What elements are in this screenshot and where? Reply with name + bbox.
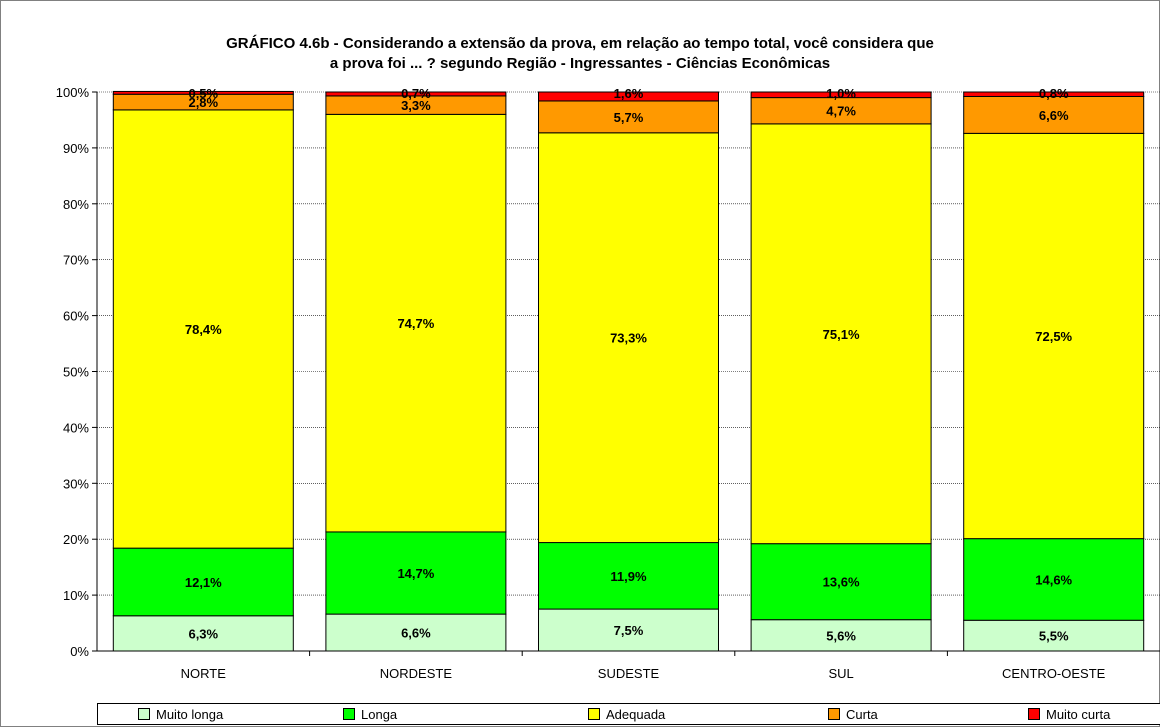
legend-label: Muito longa [156, 706, 224, 722]
data-label: 14,6% [1035, 572, 1072, 587]
legend-label: Longa [361, 706, 398, 722]
y-tick-label: 20% [63, 532, 89, 547]
data-label: 11,9% [610, 569, 647, 584]
bar-segment [750, 91, 932, 99]
bar-segment [112, 90, 294, 95]
data-label: 6,6% [401, 626, 431, 641]
data-label: 12,1% [185, 575, 222, 590]
data-label: 3,3% [401, 98, 431, 113]
legend-label: Muito curta [1046, 706, 1111, 722]
legend-item: Longa [343, 707, 397, 722]
chart-title-line-2: a prova foi ... ? segundo Região - Ingre… [329, 55, 831, 72]
legend-swatch [828, 708, 840, 720]
bar-segment [963, 91, 1145, 97]
bar-segment [112, 615, 294, 652]
data-label: 5,7% [614, 110, 644, 125]
y-tick-label: 30% [63, 476, 89, 491]
y-tick-label: 10% [63, 588, 89, 603]
x-tick-label: NORTE [181, 666, 227, 681]
data-label: 6,6% [1039, 108, 1069, 123]
data-label: 6,3% [188, 626, 218, 641]
data-label: 0,5% [188, 86, 218, 101]
bar-segment [538, 608, 719, 652]
y-tick-label: 0% [70, 644, 89, 659]
data-label: 5,6% [826, 628, 856, 643]
data-label: 72,5% [1035, 329, 1072, 344]
data-label: 7,5% [614, 623, 644, 638]
bar-segment [538, 100, 719, 134]
data-label: 5,5% [1039, 629, 1069, 644]
bar-segment [750, 123, 932, 545]
legend-item: Curta [828, 707, 878, 722]
legend-swatch [588, 708, 600, 720]
bar-segment [112, 109, 294, 549]
chart-title: GRÁFICO 4.6b - Considerando a extensão d… [0, 34, 1160, 74]
bar-segment [963, 132, 1145, 540]
data-label: 2,8% [188, 95, 218, 110]
data-label: 0,8% [1039, 86, 1069, 101]
data-label: 1,6% [614, 86, 644, 101]
data-label: 14,7% [397, 566, 434, 581]
legend-swatch [343, 708, 355, 720]
data-label: 0,7% [401, 86, 431, 101]
y-tick-label: 70% [63, 253, 89, 268]
x-tick-label: SUL [828, 666, 853, 681]
legend-label: Curta [846, 706, 878, 722]
y-tick-label: 90% [63, 141, 89, 156]
legend-swatch [138, 708, 150, 720]
legend-swatch [1028, 708, 1040, 720]
bar-segment [325, 613, 507, 652]
y-tick-label: 80% [63, 197, 89, 212]
y-tick-label: 40% [63, 420, 89, 435]
legend: Muito longa Longa Adequada Curta Muito curta [97, 703, 1160, 725]
stacked-bar-chart: 0% 10% 20% 30% 40% 50% 60% 70% 80% 90% 100% 6,3% 12,… [56, 85, 1160, 681]
bar-segment [963, 538, 1145, 621]
x-tick-label: NORDESTE [380, 666, 453, 681]
data-label: 4,7% [826, 104, 856, 119]
legend-label: Adequada [606, 706, 666, 722]
bar-segment [538, 542, 719, 610]
x-tick-label: SUDESTE [598, 666, 660, 681]
data-label: 73,3% [610, 331, 647, 346]
bar-segment [325, 91, 507, 97]
bar-segment [325, 113, 507, 533]
y-tick-label: 50% [63, 365, 89, 380]
bar-segment [325, 531, 507, 615]
bar-segment [538, 91, 719, 102]
y-tick-label: 100% [56, 85, 90, 100]
legend-item: Muito curta [1028, 707, 1110, 722]
chart-title-line-1: GRÁFICO 4.6b - Considerando a extensão d… [226, 35, 934, 52]
bar-segment [963, 95, 1145, 134]
y-tick-label: 60% [63, 309, 89, 324]
bar-segment [750, 97, 932, 125]
bar-segment [112, 547, 294, 617]
data-label: 1,0% [826, 86, 856, 101]
data-label: 75,1% [823, 327, 860, 342]
data-label: 78,4% [185, 322, 222, 337]
data-label: 74,7% [397, 316, 434, 331]
legend-item: Muito longa [138, 707, 223, 722]
legend-item: Adequada [588, 707, 665, 722]
x-tick-label: CENTRO-OESTE [1002, 666, 1106, 681]
data-label: 13,6% [823, 575, 860, 590]
bar-segment [538, 132, 719, 544]
